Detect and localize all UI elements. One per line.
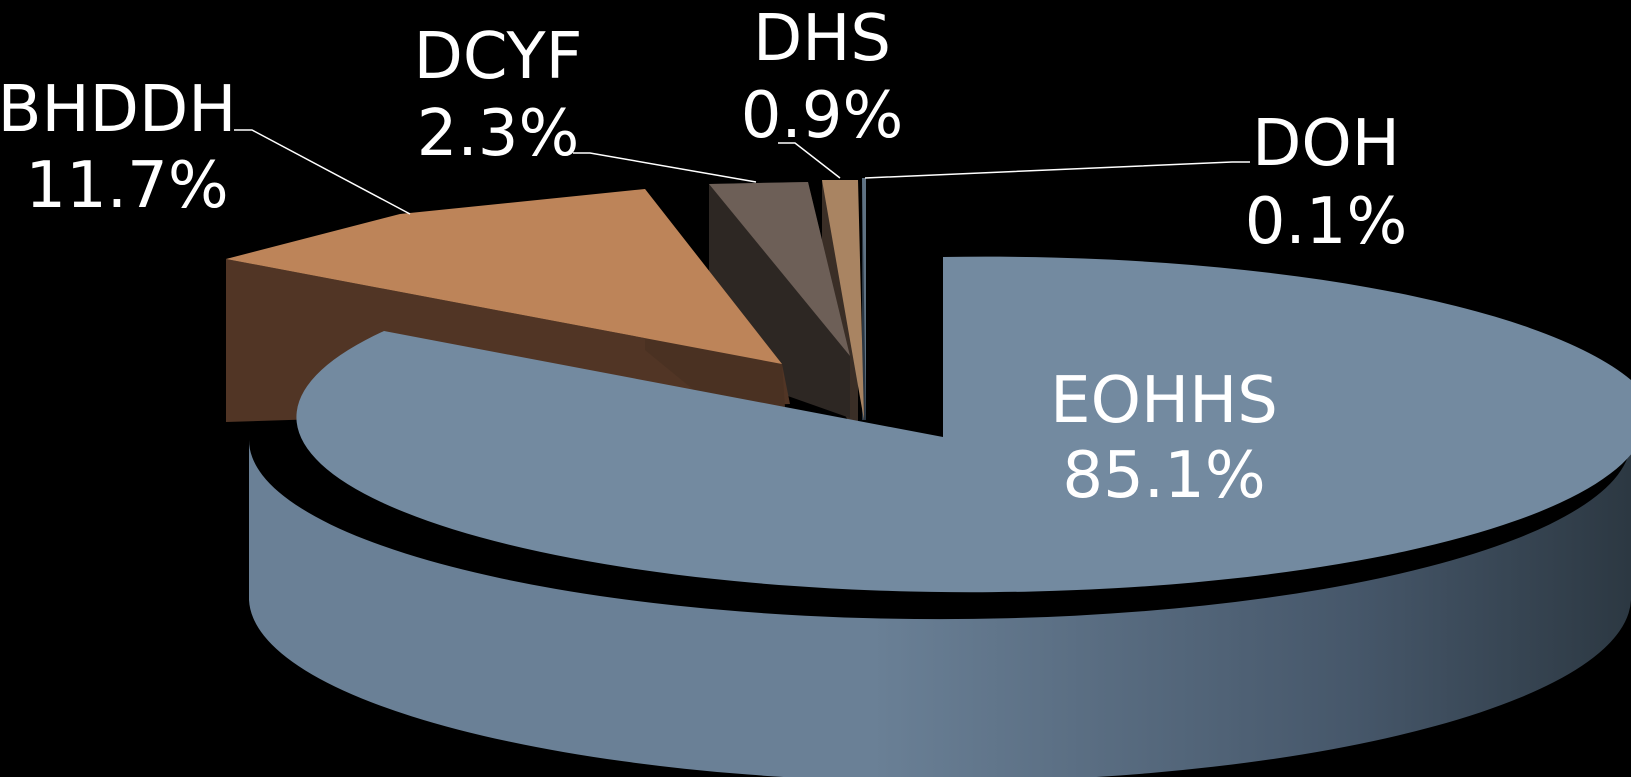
data-label-dhs-name: DHS xyxy=(753,2,891,76)
leader-line-doh xyxy=(864,161,1250,179)
data-label-dhs-value: 0.9% xyxy=(741,79,904,153)
data-label-eohhs-name: EOHHS xyxy=(1050,364,1278,438)
leader-lines xyxy=(234,129,1250,215)
data-label-dcyf-value: 2.3% xyxy=(417,97,580,171)
slice-eohhs-wall xyxy=(384,331,943,437)
slice-eohhs xyxy=(249,256,1631,777)
data-label-eohhs: EOHHS 85.1% xyxy=(1050,364,1278,513)
slice-bhddh-top xyxy=(226,189,782,364)
slice-eohhs-top xyxy=(296,256,1631,593)
leader-line-dhs xyxy=(778,142,841,179)
slice-eohhs-side xyxy=(249,440,1631,777)
slice-doh-top xyxy=(862,178,866,420)
data-label-bhddh: BHDDH 11.7% xyxy=(0,73,236,223)
data-label-bhddh-value: 11.7% xyxy=(25,149,228,223)
data-label-dcyf-name: DCYF xyxy=(414,20,583,94)
slice-doh xyxy=(862,178,866,420)
data-label-doh-name: DOH xyxy=(1252,107,1400,181)
data-label-dhs: DHS 0.9% xyxy=(741,2,904,153)
slice-dcyf-top xyxy=(709,182,850,356)
data-label-eohhs-value: 85.1% xyxy=(1062,439,1265,513)
leader-line-dcyf xyxy=(573,152,757,183)
leader-line-bhddh xyxy=(234,129,411,215)
data-label-bhddh-name: BHDDH xyxy=(0,73,236,147)
slice-dhs-top xyxy=(822,180,864,420)
data-labels: BHDDH 11.7% DCYF 2.3% DHS 0.9% DOH 0.1% … xyxy=(0,2,1407,513)
data-label-doh-value: 0.1% xyxy=(1245,185,1408,259)
data-label-doh: DOH 0.1% xyxy=(1245,107,1408,259)
data-label-dcyf: DCYF 2.3% xyxy=(414,20,583,171)
